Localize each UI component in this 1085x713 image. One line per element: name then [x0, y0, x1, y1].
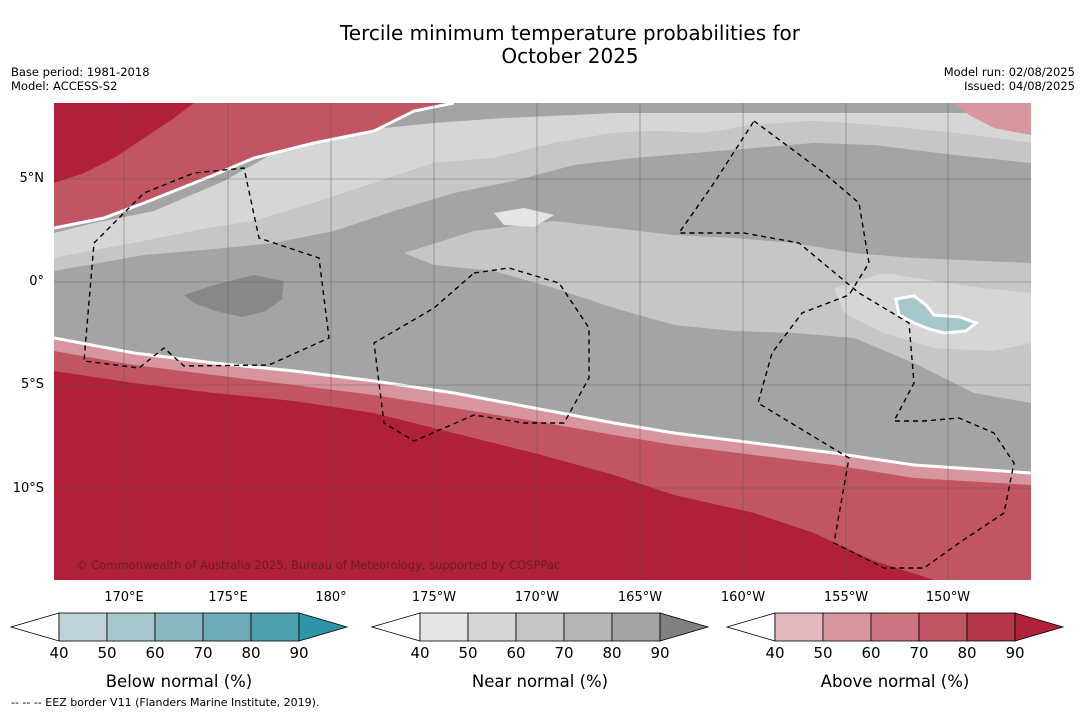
cbar-above-tick-40: 40: [765, 644, 785, 662]
above-normal-90-region-south: [54, 371, 934, 580]
lat-label-5n: 5°N: [19, 171, 45, 186]
cbar-below-segment-3: [202, 612, 252, 642]
eez-borders: [83, 119, 1015, 569]
cbar-below-tick-50: 50: [97, 644, 117, 662]
cbar-above-label: Above normal (%): [820, 672, 970, 691]
cbar-below-segment-1: [106, 612, 156, 642]
cbar-near-tick-70: 70: [554, 644, 574, 662]
cbar-above-tick-70: 70: [909, 644, 929, 662]
chart-title: Tercile minimum temperature probabilitie…: [0, 22, 1085, 68]
info-right: Model run: 02/08/2025 Issued: 04/08/2025: [944, 65, 1075, 93]
cbar-near-tick-80: 80: [602, 644, 622, 662]
boundary-south: [54, 336, 1031, 475]
cbar-above-right-extension: [1014, 612, 1065, 642]
lon-label-175w: 175°W: [411, 590, 457, 605]
cbar-near-tick-40: 40: [410, 644, 430, 662]
copyright-notice: © Commonwealth of Australia 2025, Bureau…: [76, 558, 561, 572]
lon-label-170w: 170°W: [514, 590, 560, 605]
cbar-below-right-extension: [298, 612, 349, 642]
lon-label-160w: 160°W: [720, 590, 766, 605]
cbar-above-tick-80: 80: [957, 644, 977, 662]
lon-label-165w: 165°W: [617, 590, 663, 605]
cbar-below-left-extension: [9, 612, 60, 642]
near-normal-50-region-north: [54, 113, 1031, 258]
cbar-near-segment-0: [419, 612, 469, 642]
lon-label-155w: 155°W: [823, 590, 869, 605]
model-name: Model: ACCESS-S2: [11, 79, 118, 93]
model-run: Model run: 02/08/2025: [943, 65, 1075, 79]
map-gridlines: [54, 103, 1031, 580]
eez-border-kiribati-east: [677, 119, 1015, 569]
cbar-near-right-extension: [659, 612, 710, 642]
lon-label-150w: 150°W: [925, 590, 971, 605]
lon-label-180: 180°: [315, 590, 347, 605]
cbar-below-label: Below normal (%): [105, 672, 253, 691]
cbar-above-left-extension: [725, 612, 776, 642]
title-line-1: Tercile minimum temperature probabilitie…: [339, 21, 801, 45]
colorbars: [9, 612, 1065, 642]
eez-border-kiribati-west: [83, 167, 330, 369]
cbar-below-tick-40: 40: [49, 644, 69, 662]
cbar-above-segment-3: [918, 612, 968, 642]
cbar-near-tick-50: 50: [458, 644, 478, 662]
cbar-above-segment-4: [966, 612, 1016, 642]
cbar-below-tick-90: 90: [289, 644, 309, 662]
cbar-above-tick-90: 90: [1005, 644, 1025, 662]
cbar-above-tick-60: 60: [861, 644, 881, 662]
lon-label-170e: 170°E: [104, 590, 144, 605]
cbar-near-left-extension: [370, 612, 421, 642]
cbar-near-segment-3: [563, 612, 613, 642]
info-left: Base period: 1981-2018 Model: ACCESS-S2: [11, 65, 150, 93]
cbar-below-segment-2: [154, 612, 204, 642]
lat-label-0: 0°: [29, 274, 44, 289]
near-normal-40-band-east: [494, 208, 554, 227]
cbar-above-tick-50: 50: [813, 644, 833, 662]
eez-border-kiribati-central: [373, 267, 590, 442]
near-normal-60-band-east: [404, 221, 1031, 403]
above-normal-region-northeast: [954, 103, 1031, 135]
cbar-above-segment-2: [870, 612, 920, 642]
cbar-near-tick-90: 90: [650, 644, 670, 662]
below-normal-40-patch: [894, 294, 979, 335]
cbar-below-tick-60: 60: [145, 644, 165, 662]
cbar-near-segment-4: [611, 612, 661, 642]
cbar-below-tick-80: 80: [241, 644, 261, 662]
cbar-below-segment-4: [250, 612, 300, 642]
near-normal-60-region-north: [54, 121, 1031, 271]
cbar-above-segment-0: [774, 612, 824, 642]
base-period: Base period: 1981-2018: [11, 65, 150, 79]
cbar-near-segment-2: [515, 612, 565, 642]
probability-map: © Commonwealth of Australia 2025, Bureau…: [54, 103, 1031, 580]
cbar-below-segment-0: [58, 612, 108, 642]
map-canvas: [54, 103, 1031, 580]
lon-label-175e: 175°E: [208, 590, 248, 605]
title-line-2: October 2025: [501, 44, 639, 68]
lat-label-5s: 5°S: [20, 377, 44, 392]
cbar-near-label: Near normal (%): [471, 672, 609, 691]
issued-date: Issued: 04/08/2025: [964, 79, 1075, 93]
near-normal-80-patch: [184, 275, 284, 317]
cbar-near-tick-60: 60: [506, 644, 526, 662]
cbar-above-segment-1: [822, 612, 872, 642]
cbar-near-segment-1: [467, 612, 517, 642]
cbar-below-tick-70: 70: [193, 644, 213, 662]
eez-footnote: -- -- -- EEZ border V11 (Flanders Marine…: [11, 696, 320, 709]
lat-label-10s: 10°S: [12, 481, 44, 496]
